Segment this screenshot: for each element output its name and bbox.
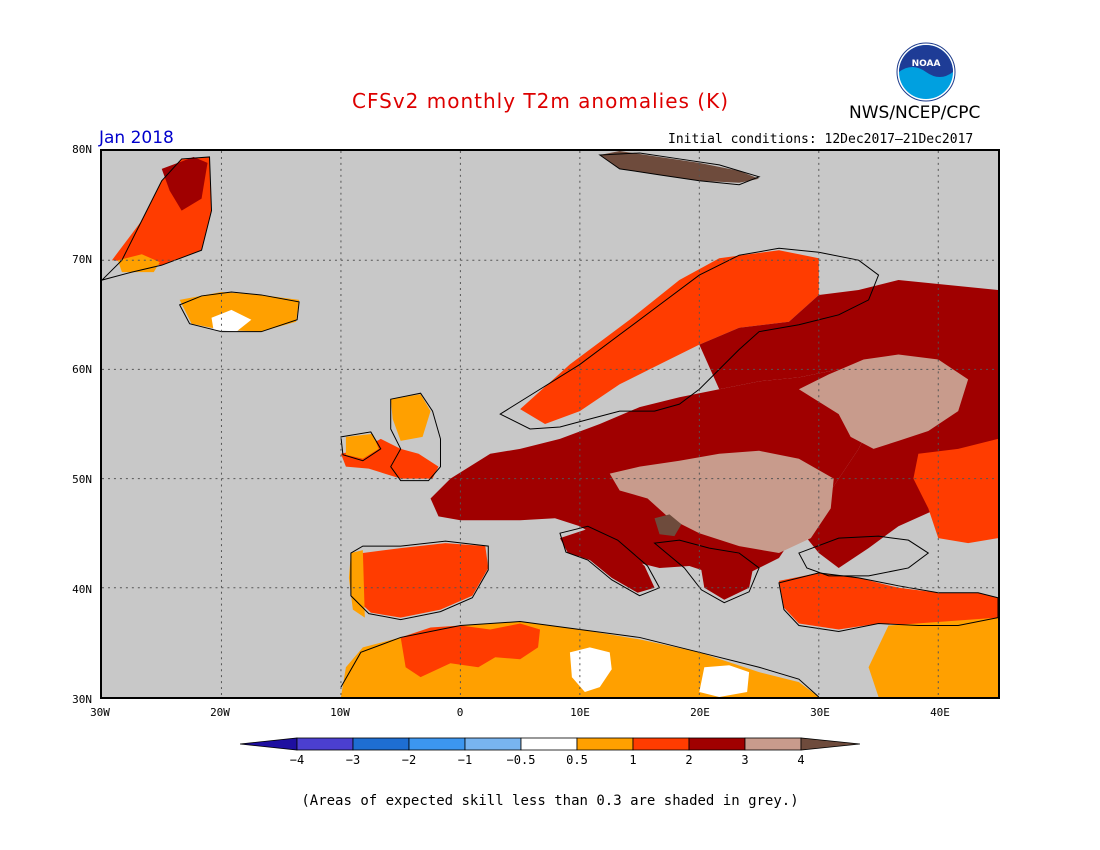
coast-north-africa — [340, 621, 820, 697]
lat-label-50n: 50N — [72, 473, 92, 486]
lon-label-40e: 40E — [930, 706, 950, 719]
colorbar-swatch-2 — [352, 737, 410, 751]
region-iberia-west — [348, 550, 365, 618]
map-title: CFSv2 monthly T2m anomalies (K) — [352, 89, 729, 113]
coast-iceland — [178, 291, 300, 333]
colorbar-arrow-high — [800, 737, 860, 751]
colorbar-label-1: 1 — [629, 753, 637, 767]
region-north-africa-red — [400, 623, 541, 678]
region-iceland — [179, 291, 300, 332]
lon-label-20w: 20W — [210, 706, 230, 719]
colorbar-swatch-1 — [296, 737, 354, 751]
colorbar-label-3: 3 — [741, 753, 749, 767]
region-russia-pink — [798, 354, 969, 449]
coast-black-sea — [798, 535, 930, 577]
lon-label-20e: 20E — [690, 706, 710, 719]
region-italy-red — [559, 528, 655, 593]
forecast-month: Jan 2018 — [99, 128, 174, 148]
colorbar-arrow-low — [240, 737, 298, 751]
colorbar-label-minus05: −0.5 — [506, 753, 536, 767]
agency-label: NWS/NCEP/CPC — [849, 103, 981, 123]
coast-britain — [390, 392, 441, 482]
anomaly-map-canvas — [102, 151, 998, 697]
lat-label-80n: 80N — [72, 143, 92, 156]
colorbar-swatch-4 — [464, 737, 522, 751]
lat-label-70n: 70N — [72, 253, 92, 266]
coast-iberia — [350, 540, 489, 621]
skill-footnote: (Areas of expected skill less than 0.3 a… — [301, 793, 799, 809]
initial-conditions: Initial conditions: 12Dec2017–21Dec2017 — [668, 132, 974, 147]
region-iberia — [352, 543, 489, 618]
region-iceland-white — [211, 309, 252, 332]
colorbar-swatch-3 — [408, 737, 466, 751]
coast-greenland — [102, 156, 213, 281]
region-svalbard — [599, 151, 760, 183]
colorbar-label-minus4: −4 — [289, 753, 305, 767]
lon-label-30w: 30W — [90, 706, 110, 719]
noaa-logo-text: NOAA — [912, 59, 941, 69]
colorbar-swatch-8 — [688, 737, 746, 751]
coast-scandinavia — [499, 247, 880, 430]
colorbar — [240, 737, 860, 751]
lon-label-10w: 10W — [330, 706, 350, 719]
coast-ireland — [340, 431, 382, 462]
region-uk-north — [390, 394, 431, 441]
colorbar-swatch-5 — [520, 737, 578, 751]
colorbar-label-minus1: −1 — [457, 753, 473, 767]
region-ukraine-red — [913, 438, 998, 544]
colorbar-label-minus3: −3 — [345, 753, 361, 767]
region-middle-east-orange — [868, 617, 998, 697]
lon-label-10e: 10E — [570, 706, 590, 719]
coast-turkey — [778, 572, 998, 632]
lat-label-40n: 40N — [72, 583, 92, 596]
colorbar-label-minus2: −2 — [401, 753, 417, 767]
coast-italy — [559, 525, 661, 597]
region-greenland-dark — [161, 156, 208, 211]
anomaly-map — [100, 149, 1000, 699]
colorbar-swatch-9 — [744, 737, 802, 751]
region-hungary-brown — [654, 514, 682, 537]
region-ireland — [345, 433, 379, 459]
coast-balkans — [653, 539, 760, 604]
region-turkey — [778, 572, 998, 630]
colorbar-label-05: 0.5 — [566, 753, 588, 767]
lon-label-30e: 30E — [810, 706, 830, 719]
region-morocco-white — [569, 647, 612, 693]
noaa-logo-icon: NOAA — [896, 42, 956, 102]
colorbar-label-2: 2 — [685, 753, 693, 767]
colorbar-swatch-7 — [632, 737, 690, 751]
lon-label-0: 0 — [456, 706, 464, 719]
colorbar-swatch-6 — [576, 737, 634, 751]
region-balkans-pink — [609, 450, 834, 554]
region-baltic-red — [689, 275, 748, 340]
lat-label-60n: 60N — [72, 363, 92, 376]
colorbar-label-4: 4 — [797, 753, 805, 767]
region-libya-white — [699, 665, 750, 697]
coast-svalbard — [598, 152, 761, 186]
lat-label-30n: 30N — [72, 693, 92, 706]
